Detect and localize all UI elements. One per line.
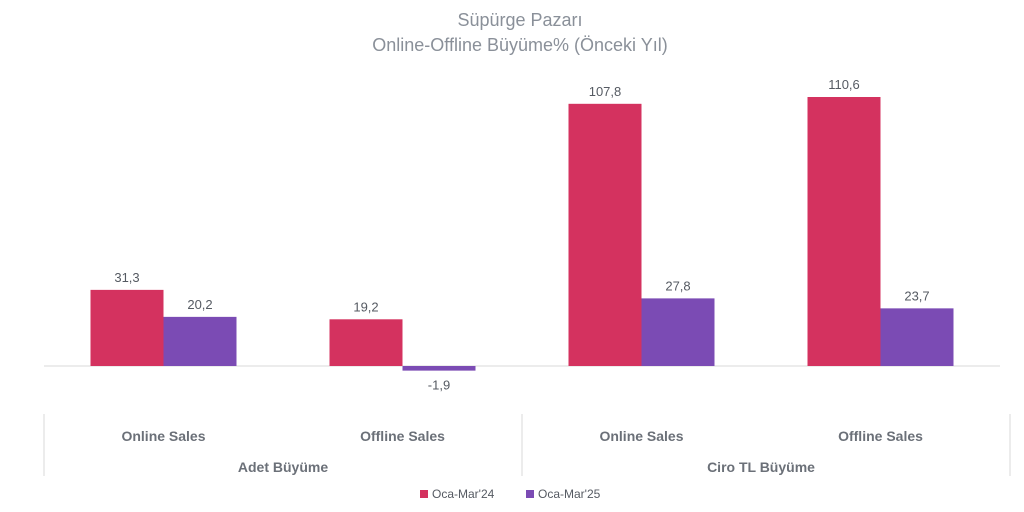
data-label: 27,8 (665, 278, 690, 293)
legend-label: Oca-Mar'25 (538, 487, 601, 501)
bar-oca-mar-25 (880, 308, 954, 366)
group-label: Adet Büyüme (238, 459, 328, 475)
data-label: 20,2 (187, 297, 212, 312)
data-label: 31,3 (114, 270, 139, 285)
bar-oca-mar-24 (568, 103, 642, 367)
legend-label: Oca-Mar'24 (432, 487, 495, 501)
chart-title: Süpürge Pazarı (457, 10, 582, 30)
x-tick-label: Offline Sales (360, 428, 445, 444)
data-label: 23,7 (904, 288, 929, 303)
x-tick-label: Online Sales (599, 428, 683, 444)
bar-oca-mar-25 (163, 316, 237, 366)
x-tick-label: Offline Sales (838, 428, 923, 444)
data-label: -1,9 (428, 378, 450, 393)
bar-oca-mar-25 (641, 298, 715, 366)
plot-area: 31,3 20,2 19,2 -1,9 107,8 27,8 110,6 23,7 (44, 77, 1000, 393)
bar-oca-mar-25 (402, 366, 476, 371)
bar-oca-mar-24 (329, 319, 403, 366)
data-label: 107,8 (589, 84, 622, 99)
bar-oca-mar-24 (807, 97, 881, 366)
data-label: 110,6 (828, 77, 860, 92)
group-label: Ciro TL Büyüme (707, 459, 815, 475)
data-label: 19,2 (353, 299, 378, 314)
bar-oca-mar-24 (90, 289, 164, 366)
category-axis: Online Sales Offline Sales Online Sales Off… (43, 414, 1011, 476)
legend: Oca-Mar'24 Oca-Mar'25 (420, 487, 601, 501)
legend-swatch-oca-mar-25 (526, 490, 534, 498)
legend-swatch-oca-mar-24 (420, 490, 428, 498)
x-tick-label: Online Sales (121, 428, 205, 444)
chart-subtitle: Online-Offline Büyüme% (Önceki Yıl) (372, 35, 667, 55)
